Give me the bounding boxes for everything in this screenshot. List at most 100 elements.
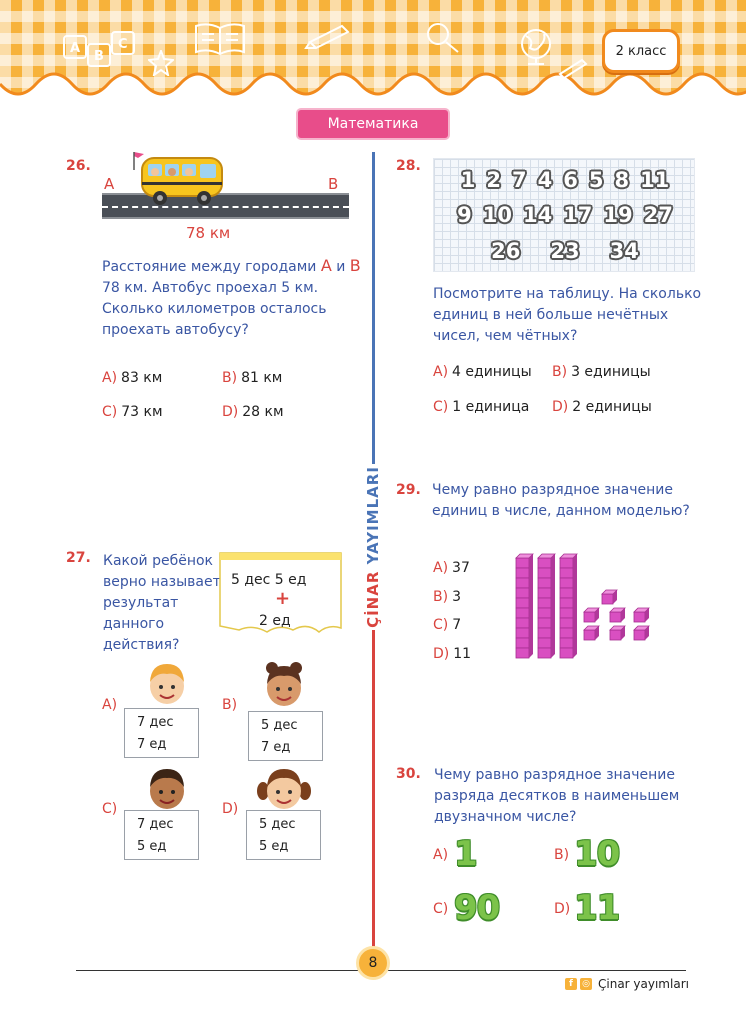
table-number: 2 — [486, 168, 501, 192]
q29-text-line: Чему равно разрядное значение — [432, 482, 674, 498]
one-cube — [583, 607, 600, 623]
q29-question-text: Чему равно разрядное значение единиц в ч… — [432, 480, 722, 522]
q28-text-line: единиц в ней больше нечётных — [433, 307, 669, 323]
table-number: 14 — [522, 203, 553, 227]
option-value: 28 км — [242, 404, 284, 420]
one-cube — [583, 625, 600, 641]
child-girl-curly-avatar — [266, 662, 302, 706]
q26-option-b[interactable]: B) 81 км — [222, 370, 282, 386]
q27-question-text: Какой ребёнок верно называет результат д… — [103, 551, 223, 656]
q27-option-c-letter[interactable]: C) — [102, 801, 121, 817]
q27-option-d-card[interactable]: 5 дес 5 ед — [246, 810, 321, 860]
road-center-line — [102, 206, 349, 208]
svg-text:C: C — [118, 37, 128, 52]
q30-option-d[interactable]: D) — [554, 901, 574, 917]
q29-base-ten-model — [515, 553, 650, 659]
option-value: 4 единицы — [452, 364, 532, 380]
facebook-icon[interactable]: f — [565, 978, 577, 990]
header-wave-edge — [0, 72, 746, 112]
q27-option-a-card[interactable]: 7 дес 7 ед — [124, 708, 199, 758]
table-number: 26 — [491, 239, 521, 263]
table-number: 6 — [563, 168, 578, 192]
option-letter: B) — [433, 589, 449, 605]
option-value: 73 км — [121, 404, 163, 420]
q26-text-and: и — [331, 259, 350, 275]
option-letter: C) — [433, 617, 449, 633]
option-letter: B) — [222, 697, 238, 713]
card-line-1: 7 дес — [137, 715, 174, 730]
q27-option-a-letter[interactable]: A) — [102, 697, 121, 713]
table-number: 34 — [609, 239, 639, 263]
option-letter: C) — [433, 399, 449, 415]
q29-option-a[interactable]: A) 37 — [433, 560, 470, 576]
child-boy-blond-avatar — [150, 664, 184, 704]
q27-text-line: верно называет — [103, 574, 221, 590]
q30-option-c-value[interactable]: 90 — [454, 888, 500, 928]
q30-option-b[interactable]: B) — [554, 847, 573, 863]
option-letter: A) — [102, 697, 118, 713]
q26-text-line3: Сколько километров осталось — [102, 301, 327, 317]
sticky-plus: + — [275, 588, 291, 609]
q26-option-d[interactable]: D) 28 км — [222, 404, 284, 420]
svg-text:A: A — [70, 41, 80, 56]
option-value: 11 — [453, 646, 472, 662]
q27-option-c-card[interactable]: 7 дес 5 ед — [124, 810, 199, 860]
option-value: 7 — [452, 617, 462, 633]
q26-text-line1-pre: Расстояние между городами — [102, 259, 321, 275]
q26-question-text: Расстояние между городами A и B 78 км. А… — [102, 255, 370, 341]
q30-option-d-value[interactable]: 11 — [574, 888, 620, 928]
pencil-icon — [304, 24, 350, 50]
q27-option-b-card[interactable]: 5 дес 7 ед — [248, 711, 323, 761]
q27-option-d-letter[interactable]: D) — [222, 801, 242, 817]
option-value: 81 км — [241, 370, 283, 386]
q28-option-a[interactable]: A) 4 единицы — [433, 364, 532, 380]
svg-text:B: B — [94, 49, 104, 64]
brand-part-1: ÇİNAR — [364, 570, 382, 628]
sticky-line-1: 5 дес 5 ед — [231, 572, 307, 588]
table-number: 17 — [563, 203, 593, 227]
q29-number: 29. — [396, 482, 421, 498]
q30-option-a-value[interactable]: 1 — [454, 834, 478, 874]
q28-option-c[interactable]: C) 1 единица — [433, 399, 529, 415]
q28-text-line: Посмотрите на таблицу. На сколько — [433, 286, 702, 302]
option-letter: B) — [552, 364, 568, 380]
card-line-2: 7 ед — [137, 737, 167, 752]
page-number: 8 — [356, 946, 390, 980]
option-value: 3 единицы — [571, 364, 651, 380]
q30-option-c[interactable]: C) — [433, 901, 452, 917]
subject-badge: Математика — [298, 110, 448, 138]
q28-option-d[interactable]: D) 2 единицы — [552, 399, 652, 415]
q30-option-a[interactable]: A) — [433, 847, 452, 863]
q29-option-d[interactable]: D) 11 — [433, 646, 471, 662]
q26-text-line4: проехать автобусу? — [102, 322, 249, 338]
q30-option-b-value[interactable]: 10 — [574, 834, 620, 874]
q29-option-c[interactable]: C) 7 — [433, 617, 461, 633]
magnifier-icon — [427, 23, 459, 53]
pencil-small-icon — [558, 58, 588, 80]
q26-option-a[interactable]: A) 83 км — [102, 370, 162, 386]
q26-text-line1: Расстояние между городами A и B — [102, 255, 370, 278]
q27-option-b-letter[interactable]: B) — [222, 697, 241, 713]
card-line-1: 7 дес — [137, 817, 174, 832]
table-row: 1 2 7 4 6 5 8 11 — [434, 168, 696, 192]
instagram-icon[interactable]: ◎ — [580, 978, 592, 990]
sticky-line-2: 2 ед — [259, 613, 291, 629]
q30-question-text: Чему равно разрядное значение разряда де… — [434, 765, 724, 828]
q29-option-b[interactable]: B) 3 — [433, 589, 461, 605]
table-number: 10 — [482, 203, 512, 227]
q26-option-c[interactable]: C) 73 км — [102, 404, 163, 420]
card-line-2: 7 ед — [261, 740, 291, 755]
table-number: 9 — [457, 203, 472, 227]
one-cube — [609, 625, 626, 641]
child-girl-pigtails-avatar — [257, 769, 311, 809]
table-number: 23 — [550, 239, 580, 263]
open-book-icon — [195, 23, 245, 56]
option-letter: D) — [222, 404, 239, 420]
q26-city-b-label: B — [328, 175, 339, 193]
one-cube — [633, 607, 650, 623]
q28-option-b[interactable]: B) 3 единицы — [552, 364, 651, 380]
table-row: 26 23 34 — [434, 239, 696, 263]
q27-text-line: данного — [103, 616, 165, 632]
option-letter: B) — [222, 370, 238, 386]
